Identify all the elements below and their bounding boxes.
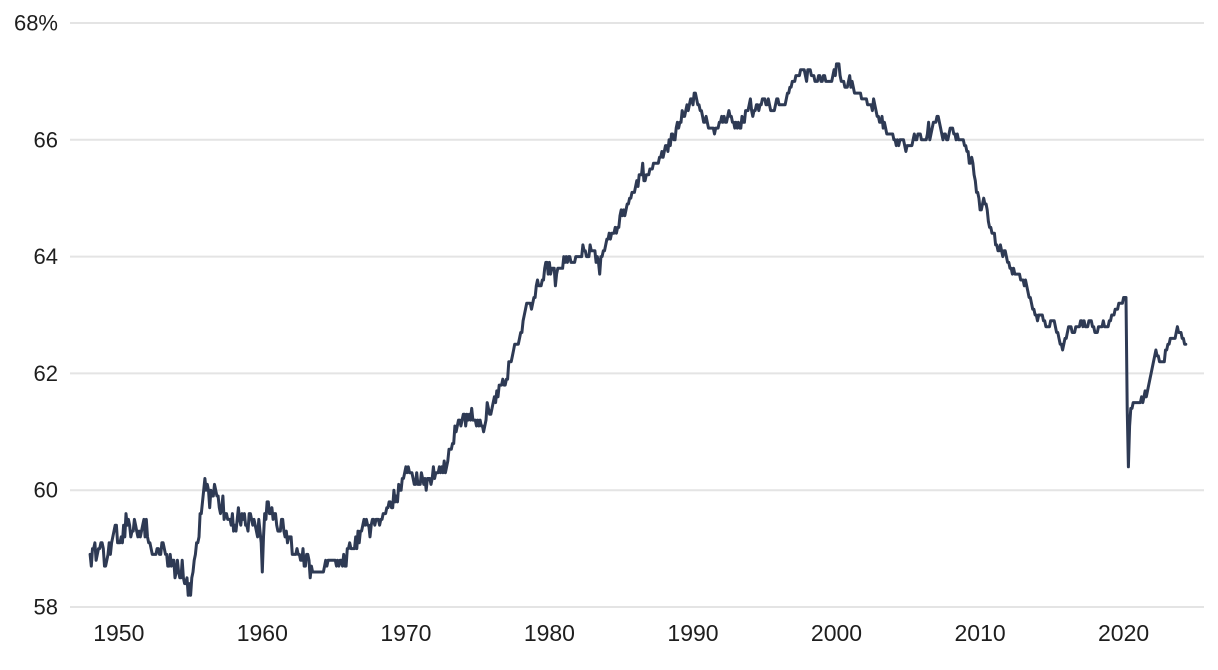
x-axis-tick-label: 1980 xyxy=(524,620,575,646)
x-axis-tick-label: 1960 xyxy=(237,620,288,646)
x-axis-tick-label: 2020 xyxy=(1098,620,1149,646)
y-axis-tick-label: 68% xyxy=(14,11,58,36)
gridlines xyxy=(70,22,1204,608)
y-axis-tick-label: 62 xyxy=(34,361,58,386)
y-axis-tick-label: 58 xyxy=(34,595,58,620)
x-axis-tick-label: 2000 xyxy=(811,620,862,646)
y-axis-labels: 58 60 62 64 66 68% xyxy=(14,11,58,620)
x-axis-tick-label: 2010 xyxy=(955,620,1006,646)
x-axis-labels: 1950 1960 1970 1980 1990 2000 2010 2020 xyxy=(93,620,1149,646)
y-axis-tick-label: 64 xyxy=(34,244,58,269)
y-axis-tick-label: 60 xyxy=(34,478,58,503)
y-axis-tick-label: 66 xyxy=(34,127,58,152)
x-axis-tick-label: 1970 xyxy=(380,620,431,646)
x-axis-tick-label: 1990 xyxy=(667,620,718,646)
data-line xyxy=(88,62,1188,597)
x-axis-tick-label: 1950 xyxy=(93,620,144,646)
